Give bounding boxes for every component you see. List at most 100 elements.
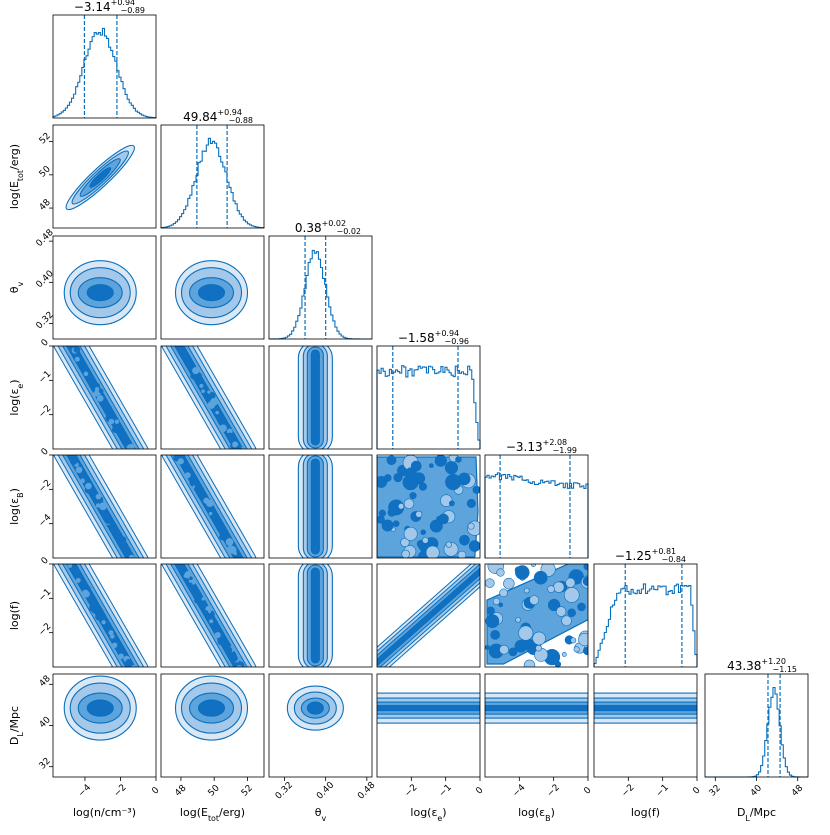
y-tick-label: 50	[38, 164, 53, 179]
contour-level	[377, 705, 480, 712]
contour-speckle	[229, 547, 234, 552]
contour-level	[89, 167, 112, 188]
contour-speckle	[189, 477, 194, 482]
contour-speckle	[74, 356, 80, 362]
contour-speckle	[241, 558, 248, 565]
contour-speckle	[231, 655, 238, 662]
panel-frame	[268, 345, 373, 450]
x-tick-label: −4	[77, 783, 94, 800]
contour-speckle	[96, 395, 104, 402]
panel-title-minus-logee: −0.96	[445, 337, 470, 346]
histogram-step	[593, 583, 698, 667]
contour-speckle	[547, 585, 555, 593]
contour-speckle	[204, 610, 209, 615]
contour-panel-DL-vs-logf	[594, 692, 697, 724]
contour-level	[594, 705, 697, 712]
contour-speckle	[434, 455, 447, 467]
contour-speckle	[561, 615, 572, 627]
contour-speckle	[448, 500, 455, 507]
contour-speckle	[240, 451, 244, 455]
contour-panel-DL-vs-logeB	[485, 692, 588, 724]
contour-panel-logeB-vs-theta	[297, 455, 333, 558]
x-tick-label: 0	[150, 785, 161, 796]
x-axis-label-logeB: log(εB)	[518, 806, 555, 823]
contour-speckle	[201, 597, 205, 601]
contour-speckle	[95, 503, 101, 508]
panel-title-theta: 0.38+0.02	[295, 219, 346, 235]
contour-speckle	[214, 631, 221, 639]
contour-speckle	[67, 564, 73, 568]
y-tick-label: −2	[37, 478, 53, 494]
panel-frame	[52, 345, 157, 450]
y-tick-label: 0	[40, 337, 51, 348]
contour-panel-DL-vs-logee	[377, 692, 480, 724]
panel-title-minus-logn: −0.89	[121, 6, 146, 15]
contour-panel-theta-vs-logE	[174, 260, 249, 326]
panel-frame	[160, 673, 265, 778]
contour-speckle	[515, 616, 521, 623]
contour-speckle	[472, 485, 480, 494]
contour-speckle	[66, 340, 70, 344]
contour-panel-logeB-vs-logee	[377, 455, 480, 558]
contour-panel-logee-vs-logE	[161, 346, 257, 455]
contour-speckle	[401, 549, 410, 558]
contour-speckle	[499, 588, 508, 598]
contour-speckle	[217, 637, 226, 646]
contour-panel-DL-vs-theta	[286, 685, 344, 731]
contour-speckle	[457, 550, 467, 558]
contour-speckle	[535, 644, 542, 652]
contour-speckle	[383, 474, 392, 482]
histogram-step	[376, 365, 481, 449]
contour-speckle	[486, 606, 495, 616]
contour-speckle	[529, 595, 540, 605]
y-axis-label-DL: DL/Mpc	[8, 706, 25, 745]
y-axis-label-theta: θv	[8, 281, 25, 293]
x-axis-label-logee: log(εe)	[410, 806, 446, 823]
x-tick-label: −4	[511, 783, 528, 800]
contour-speckle	[466, 498, 476, 508]
x-axis-label-logE: log(Etot/erg)	[180, 806, 245, 823]
contour-speckle	[224, 646, 233, 654]
contour-speckle	[192, 367, 200, 375]
contour-speckle	[205, 605, 212, 612]
contour-speckle	[87, 598, 93, 604]
contour-speckle	[219, 533, 227, 541]
contour-speckle	[403, 526, 418, 541]
contour-speckle	[189, 576, 193, 581]
contour-speckle	[428, 463, 434, 469]
histogram-step	[52, 27, 157, 119]
contour-speckle	[123, 438, 127, 442]
contour-speckle	[189, 479, 197, 487]
contour-panel-logee-vs-theta	[297, 346, 333, 449]
x-axis-label-logn: log(n/cm⁻³)	[73, 806, 136, 819]
contour-speckle	[108, 630, 114, 636]
contour-panel-logeB-vs-logE	[161, 455, 257, 565]
contour-speckle	[226, 432, 234, 440]
contour-speckle	[201, 389, 205, 393]
contour-speckle	[65, 559, 68, 562]
contour-speckle	[455, 456, 462, 463]
y-axis-label-logE: log(Etot/erg)	[8, 144, 25, 209]
contour-speckle	[190, 587, 198, 595]
contour-speckle	[184, 472, 191, 479]
contour-speckle	[83, 371, 89, 377]
panel-frame	[704, 673, 809, 778]
contour-speckle	[523, 659, 536, 667]
y-tick-label: 0	[40, 446, 51, 457]
y-tick-label: −1	[37, 369, 53, 385]
contour-level	[306, 701, 324, 715]
contour-speckle	[73, 346, 81, 353]
contour-level	[197, 284, 226, 302]
contour-speckle	[415, 510, 423, 518]
contour-speckle	[75, 466, 83, 474]
contour-speckle	[104, 517, 112, 524]
contour-speckle	[515, 565, 530, 580]
x-axis-label-DL: DL/Mpc	[737, 806, 776, 823]
contour-speckle	[95, 613, 103, 621]
contour-speckle	[530, 564, 536, 568]
contour-level	[310, 458, 320, 555]
contour-speckle	[111, 642, 118, 649]
histogram-panel-logE	[160, 125, 265, 229]
y-axis-label-logf: log(f)	[8, 601, 21, 630]
contour-speckle	[489, 646, 500, 657]
